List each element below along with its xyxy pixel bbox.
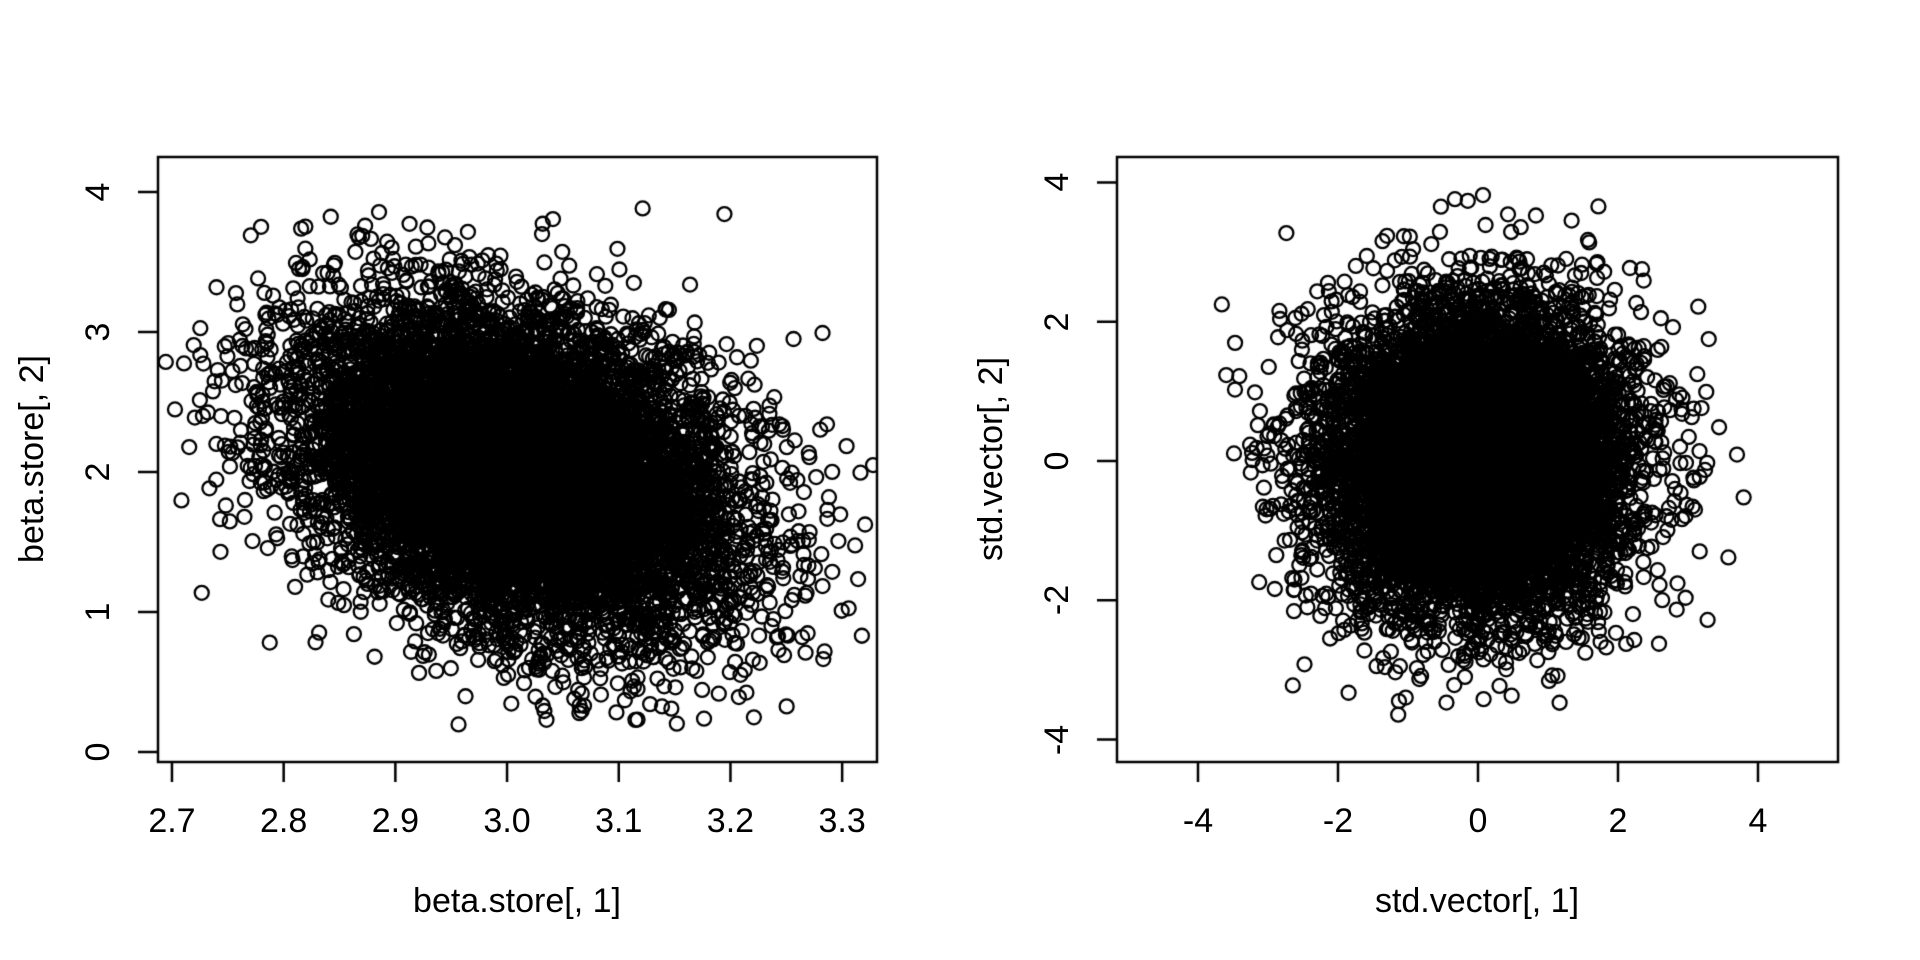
y-tick-label: 4 <box>1038 173 1076 192</box>
x-tick-label: 3.2 <box>706 802 755 840</box>
x-tick-label: 0 <box>1468 802 1488 840</box>
y-axis-title-right-plot: std.vector[, 2] <box>972 356 1010 562</box>
x-tick-label: -2 <box>1322 802 1354 840</box>
x-axis-title-left-plot: beta.store[, 1] <box>413 882 621 920</box>
y-tick-label: 0 <box>1038 451 1076 471</box>
x-tick-label: 2.9 <box>371 802 419 840</box>
x-tick-label: 2.8 <box>260 802 308 840</box>
y-tick-label: 4 <box>79 182 117 202</box>
y-tick-label: -2 <box>1038 585 1076 616</box>
x-tick-label: 2 <box>1608 802 1628 840</box>
x-tick-label: 3.1 <box>595 802 643 840</box>
x-axis-title-right-plot: std.vector[, 1] <box>1374 882 1580 920</box>
x-tick-label: 3.0 <box>483 802 531 840</box>
y-tick-label: -4 <box>1038 724 1076 755</box>
y-tick-label: 1 <box>79 602 117 622</box>
x-tick-label: 2.7 <box>148 802 196 840</box>
y-tick-label: 2 <box>1038 312 1076 332</box>
x-tick-label: -4 <box>1182 802 1214 840</box>
y-tick-label: 0 <box>79 742 117 762</box>
y-tick-label: 2 <box>79 462 117 482</box>
y-axis-title-left-plot: beta.store[, 2] <box>13 355 51 563</box>
y-tick-label: 3 <box>79 322 117 342</box>
x-tick-label: 3.3 <box>818 802 866 840</box>
x-tick-label: 4 <box>1748 802 1768 840</box>
